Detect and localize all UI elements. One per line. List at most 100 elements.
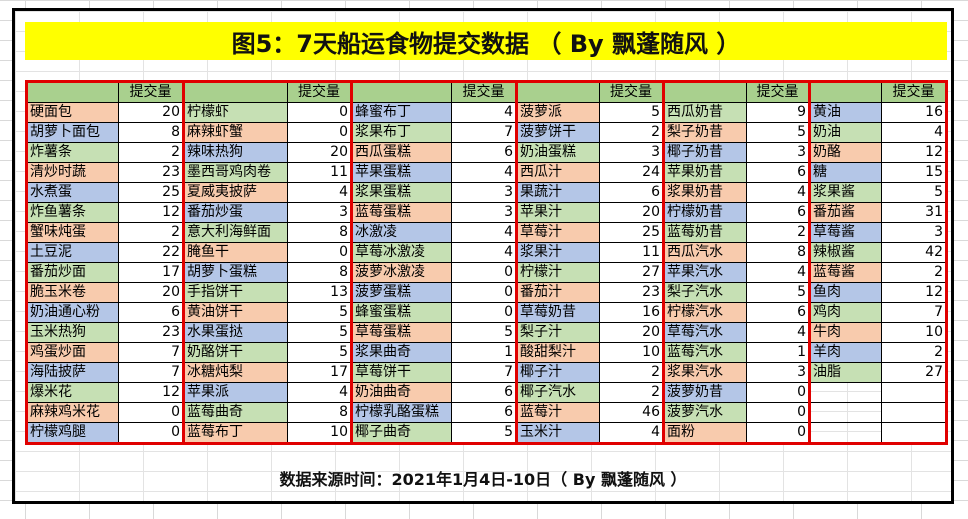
- food-name-cell[interactable]: 蓝莓汽水: [662, 342, 747, 363]
- food-count-cell[interactable]: 4: [746, 322, 811, 343]
- food-name-cell[interactable]: 草莓酱: [808, 222, 882, 243]
- food-count-cell[interactable]: 4: [287, 182, 353, 203]
- food-name-cell[interactable]: 麻辣鸡米花: [25, 402, 119, 423]
- food-count-cell[interactable]: 22: [118, 242, 185, 263]
- food-count-cell[interactable]: 5: [287, 342, 353, 363]
- food-name-cell[interactable]: 柠檬汽水: [662, 302, 747, 323]
- food-count-cell[interactable]: 20: [118, 282, 185, 303]
- food-name-cell[interactable]: 椰子汁: [515, 362, 600, 383]
- food-name-cell[interactable]: 辣味热狗: [182, 142, 288, 163]
- food-name-cell[interactable]: 玉米汁: [515, 422, 600, 445]
- food-count-cell[interactable]: 12: [118, 382, 185, 403]
- food-name-cell[interactable]: 浆果酱: [808, 182, 882, 203]
- food-count-cell[interactable]: 0: [118, 402, 185, 423]
- food-name-cell[interactable]: 蓝莓奶昔: [662, 222, 747, 243]
- food-count-cell[interactable]: 2: [881, 342, 948, 363]
- food-count-cell[interactable]: 5: [451, 422, 518, 445]
- food-name-cell[interactable]: 冰激凌: [350, 222, 452, 243]
- food-count-cell[interactable]: 0: [287, 122, 353, 143]
- food-name-cell[interactable]: 草莓汽水: [662, 322, 747, 343]
- food-name-cell[interactable]: 柠檬奶昔: [662, 202, 747, 223]
- food-count-cell[interactable]: 0: [451, 262, 518, 283]
- food-count-cell[interactable]: 5: [746, 122, 811, 143]
- food-count-cell[interactable]: 5: [287, 322, 353, 343]
- food-count-cell[interactable]: 4: [451, 222, 518, 243]
- food-count-cell[interactable]: 6: [451, 382, 518, 403]
- food-count-cell[interactable]: 0: [746, 422, 811, 445]
- food-name-cell[interactable]: [808, 402, 882, 423]
- food-name-cell[interactable]: 西瓜汁: [515, 162, 600, 183]
- food-name-cell[interactable]: 蟹味炖蛋: [25, 222, 119, 243]
- food-count-cell[interactable]: 0: [118, 422, 185, 445]
- food-name-cell[interactable]: 梨子汁: [515, 322, 600, 343]
- food-name-cell[interactable]: 奶酪饼干: [182, 342, 288, 363]
- food-count-cell[interactable]: 15: [881, 162, 948, 183]
- header-name-cell[interactable]: [515, 80, 600, 103]
- food-count-cell[interactable]: 8: [287, 262, 353, 283]
- header-count-cell[interactable]: 提交量: [287, 80, 353, 103]
- food-name-cell[interactable]: 海陆披萨: [25, 362, 119, 383]
- food-count-cell[interactable]: 7: [451, 362, 518, 383]
- food-count-cell[interactable]: 2: [118, 142, 185, 163]
- food-name-cell[interactable]: 柠檬汁: [515, 262, 600, 283]
- header-count-cell[interactable]: 提交量: [881, 80, 948, 103]
- food-name-cell[interactable]: 柠檬鸡腿: [25, 422, 119, 445]
- food-count-cell[interactable]: 4: [451, 242, 518, 263]
- food-name-cell[interactable]: 黄油饼干: [182, 302, 288, 323]
- food-count-cell[interactable]: 1: [451, 342, 518, 363]
- food-name-cell[interactable]: 草莓冰激凌: [350, 242, 452, 263]
- food-count-cell[interactable]: 2: [746, 222, 811, 243]
- food-count-cell[interactable]: [881, 382, 948, 403]
- food-count-cell[interactable]: 12: [881, 282, 948, 303]
- food-name-cell[interactable]: 黄油: [808, 102, 882, 123]
- food-name-cell[interactable]: 蓝莓酱: [808, 262, 882, 283]
- food-count-cell[interactable]: 2: [599, 382, 665, 403]
- food-count-cell[interactable]: 4: [746, 182, 811, 203]
- food-name-cell[interactable]: 墨西哥鸡肉卷: [182, 162, 288, 183]
- food-name-cell[interactable]: 苹果汽水: [662, 262, 747, 283]
- food-count-cell[interactable]: 10: [287, 422, 353, 445]
- food-name-cell[interactable]: 鱼肉: [808, 282, 882, 303]
- food-name-cell[interactable]: 菠萝奶昔: [662, 382, 747, 403]
- food-count-cell[interactable]: 9: [746, 102, 811, 123]
- food-count-cell[interactable]: 11: [287, 162, 353, 183]
- food-name-cell[interactable]: 椰子曲奇: [350, 422, 452, 445]
- food-count-cell[interactable]: 46: [599, 402, 665, 423]
- food-count-cell[interactable]: 1: [746, 342, 811, 363]
- food-count-cell[interactable]: 11: [599, 242, 665, 263]
- food-count-cell[interactable]: 0: [746, 402, 811, 423]
- food-name-cell[interactable]: 奶油通心粉: [25, 302, 119, 323]
- food-name-cell[interactable]: 浆果汽水: [662, 362, 747, 383]
- food-name-cell[interactable]: 柠檬乳酪蛋糕: [350, 402, 452, 423]
- food-count-cell[interactable]: 0: [287, 242, 353, 263]
- food-count-cell[interactable]: 7: [118, 362, 185, 383]
- food-count-cell[interactable]: [881, 402, 948, 423]
- food-name-cell[interactable]: 菠萝汽水: [662, 402, 747, 423]
- food-count-cell[interactable]: 4: [451, 162, 518, 183]
- food-count-cell[interactable]: 20: [287, 142, 353, 163]
- food-name-cell[interactable]: 奶油曲奇: [350, 382, 452, 403]
- food-count-cell[interactable]: 5: [451, 322, 518, 343]
- food-name-cell[interactable]: 蓝莓布丁: [182, 422, 288, 445]
- food-name-cell[interactable]: 草莓汁: [515, 222, 600, 243]
- food-count-cell[interactable]: 12: [118, 202, 185, 223]
- food-name-cell[interactable]: 酸甜梨汁: [515, 342, 600, 363]
- food-count-cell[interactable]: 8: [118, 122, 185, 143]
- food-name-cell[interactable]: 椰子汽水: [515, 382, 600, 403]
- food-count-cell[interactable]: 10: [881, 322, 948, 343]
- food-count-cell[interactable]: 0: [451, 282, 518, 303]
- food-count-cell[interactable]: 23: [599, 282, 665, 303]
- food-count-cell[interactable]: 25: [118, 182, 185, 203]
- food-count-cell[interactable]: 6: [599, 182, 665, 203]
- food-count-cell[interactable]: 6: [746, 202, 811, 223]
- food-count-cell[interactable]: 8: [287, 402, 353, 423]
- food-name-cell[interactable]: 脆玉米卷: [25, 282, 119, 303]
- food-name-cell[interactable]: 炸薯条: [25, 142, 119, 163]
- header-name-cell[interactable]: [662, 80, 747, 103]
- food-name-cell[interactable]: 腌鱼干: [182, 242, 288, 263]
- food-name-cell[interactable]: 番茄汁: [515, 282, 600, 303]
- food-count-cell[interactable]: 2: [881, 262, 948, 283]
- header-name-cell[interactable]: [350, 80, 452, 103]
- food-name-cell[interactable]: 面粉: [662, 422, 747, 445]
- food-name-cell[interactable]: 蓝莓汁: [515, 402, 600, 423]
